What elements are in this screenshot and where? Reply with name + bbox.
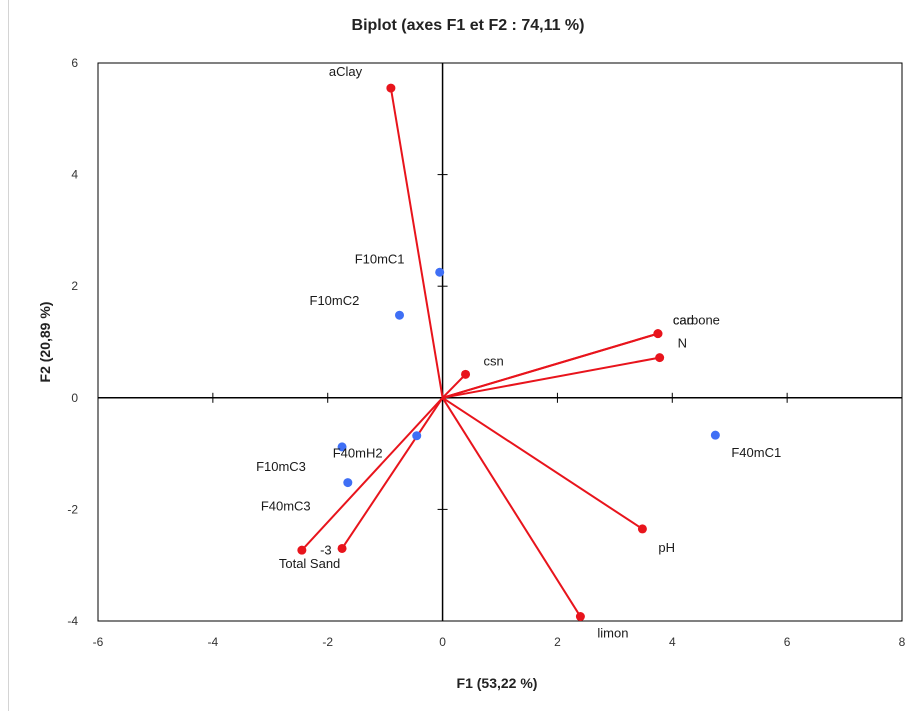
plot-area xyxy=(97,62,903,622)
x-tick-label: 0 xyxy=(439,635,446,649)
axes-layer: -6 -4 -2 0 2 4 6 8 -4 -2 0 2 4 6 xyxy=(67,56,905,649)
variable-point xyxy=(575,612,585,622)
variable-label: pH xyxy=(658,540,675,555)
observation-point xyxy=(395,310,404,320)
variable-label: aClay xyxy=(329,64,363,79)
x-tick-label: -2 xyxy=(322,635,333,649)
observation-point xyxy=(435,267,445,277)
variable-vector xyxy=(389,87,444,398)
variable-point xyxy=(386,83,396,93)
variable-label: -3 xyxy=(320,542,332,557)
observation-label: F10mC3 xyxy=(256,459,306,474)
variable-label: carbone xyxy=(673,313,720,328)
variable-label: Total Sand xyxy=(279,556,340,571)
y-tick-label: -4 xyxy=(67,614,78,628)
x-tick-label: 8 xyxy=(899,635,906,649)
variable-vector xyxy=(442,396,643,530)
variable-vectors xyxy=(297,83,665,622)
variable-vector xyxy=(341,397,444,550)
observation-label: F40mC3 xyxy=(261,499,311,514)
observation-label: F10mC1 xyxy=(355,251,405,266)
variable-point xyxy=(637,524,647,534)
observation-points xyxy=(337,267,720,488)
y-tick-label: 6 xyxy=(71,56,78,70)
y-tick-label: -2 xyxy=(67,502,78,516)
observation-label: F40mH2 xyxy=(333,446,383,461)
variable-point xyxy=(655,353,665,363)
variable-label: N xyxy=(678,336,687,351)
variable-point xyxy=(337,543,347,553)
variable-vector xyxy=(441,373,467,399)
x-tick-label: 6 xyxy=(784,635,791,649)
observation-label: F40mC1 xyxy=(731,445,781,460)
observation-point xyxy=(343,478,353,488)
y-tick-label: 2 xyxy=(71,279,78,293)
chart-title: Biplot (axes F1 et F2 : 74,11 %) xyxy=(352,17,585,34)
x-tick-label: -4 xyxy=(208,635,219,649)
variable-point xyxy=(297,545,307,555)
y-tick-label: 4 xyxy=(71,168,78,182)
variable-vector xyxy=(442,332,659,399)
observation-point xyxy=(710,430,720,440)
x-tick-label: 4 xyxy=(669,635,676,649)
variable-vector xyxy=(301,397,444,551)
x-tick-label: -6 xyxy=(93,635,104,649)
x-tick-label: 2 xyxy=(554,635,561,649)
variable-vector xyxy=(442,356,660,399)
variable-label: cao xyxy=(673,313,694,328)
y-axis-title: F2 (20,89 %) xyxy=(37,302,53,383)
x-axis-title: F1 (53,22 %) xyxy=(457,675,538,691)
observation-point xyxy=(337,442,347,452)
variable-point xyxy=(653,329,663,339)
observation-label: F10mC2 xyxy=(310,293,360,308)
variable-vector xyxy=(441,397,582,618)
y-tick-label: 0 xyxy=(71,391,78,405)
observation-point xyxy=(412,431,422,441)
variable-point xyxy=(461,369,471,379)
variable-label: csn xyxy=(484,353,504,368)
left-border-line xyxy=(8,0,9,711)
variable-label: limon xyxy=(597,626,628,641)
